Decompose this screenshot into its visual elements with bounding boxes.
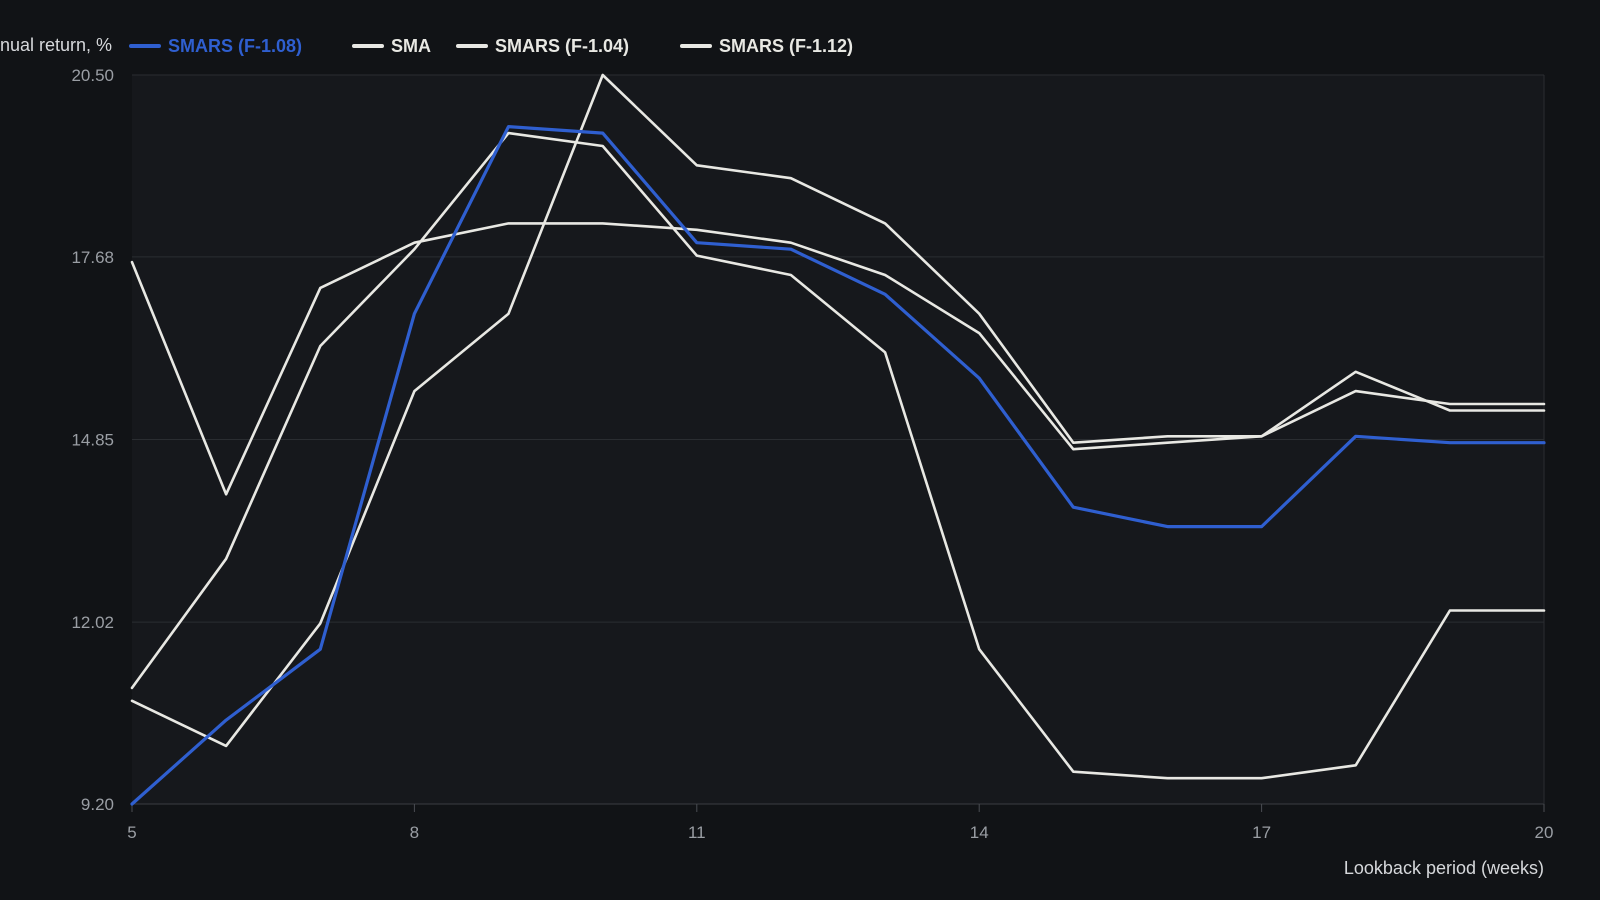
x-tick-label: 17: [1252, 823, 1271, 842]
series-lines: [130, 73, 1546, 806]
y-tick-label: 20.50: [71, 66, 114, 85]
x-tick-label: 14: [970, 823, 989, 842]
y-tick-label: 17.68: [71, 248, 114, 267]
x-axis-title: Lookback period (weeks): [1344, 858, 1544, 878]
x-tick-label: 5: [127, 823, 136, 842]
x-tick-label: 20: [1535, 823, 1554, 842]
gridlines: [132, 74, 1545, 805]
axes: 20.50 17.68 14.85 12.02 9.20 5 8 11 14 17 20: [71, 66, 1553, 842]
legend-label-smars-f-1-08[interactable]: SMARS (F-1.08): [168, 36, 302, 56]
series-line-smars-f-1-04: [130, 131, 1546, 780]
legend-label-smars-f-1-12[interactable]: SMARS (F-1.12): [719, 36, 853, 56]
series-line-sma: [130, 222, 1546, 496]
legend-label-smars-f-1-04[interactable]: SMARS (F-1.04): [495, 36, 629, 56]
y-tick-label: 14.85: [71, 431, 114, 450]
legend-label-sma[interactable]: SMA: [391, 36, 431, 56]
legend: Annual return, % SMARS (F-1.08) SMA SMARS …: [0, 35, 853, 56]
x-tick-label: 8: [410, 823, 419, 842]
y-tick-label: 12.02: [71, 613, 114, 632]
y-axis-title: Annual return, %: [0, 35, 112, 55]
series-line-smars-f-1-12: [130, 73, 1546, 748]
series-line-smars-f-1-08: [130, 124, 1546, 806]
y-tick-label: 9.20: [81, 795, 114, 814]
x-tick-label: 11: [688, 823, 706, 842]
